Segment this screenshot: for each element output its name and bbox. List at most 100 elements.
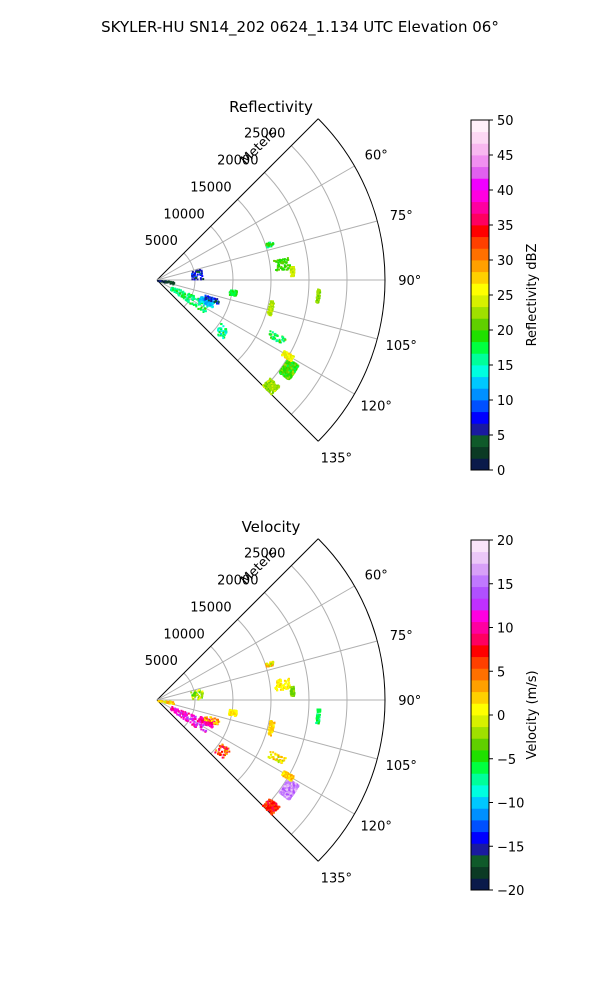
echo-gate bbox=[275, 385, 278, 388]
echo-gate bbox=[290, 374, 293, 376]
colorbar-segment bbox=[471, 586, 489, 599]
echo-gate bbox=[216, 722, 219, 725]
echo-gate bbox=[270, 722, 273, 725]
echo-gate bbox=[194, 272, 196, 275]
echo-gate bbox=[276, 335, 279, 337]
echo-gate bbox=[287, 787, 290, 789]
echo-gate bbox=[234, 294, 236, 297]
echo-gate bbox=[212, 719, 215, 722]
echo-gate bbox=[274, 806, 277, 809]
echo-gate bbox=[222, 331, 225, 334]
echo-gate bbox=[264, 383, 267, 386]
echo-gate bbox=[191, 274, 194, 277]
colorbar-segment bbox=[471, 540, 489, 553]
echo-gate bbox=[270, 300, 272, 303]
echo-gate bbox=[182, 297, 185, 300]
echo-gate bbox=[220, 323, 223, 326]
echo-gate bbox=[193, 277, 196, 280]
echo-gate bbox=[275, 269, 278, 271]
echo-gate bbox=[284, 790, 287, 793]
colorbar-segment bbox=[471, 680, 489, 693]
echo-gate bbox=[217, 752, 219, 755]
echo-gate bbox=[198, 273, 201, 276]
echo-gate bbox=[264, 384, 267, 387]
echo-gate bbox=[267, 807, 270, 810]
echo-gate bbox=[199, 716, 202, 718]
colorbar-segment bbox=[471, 645, 489, 658]
echo-gate bbox=[316, 301, 319, 303]
echo-gate bbox=[271, 309, 274, 312]
echo-gate bbox=[287, 259, 290, 261]
echo-gate bbox=[276, 681, 279, 684]
echo-gate bbox=[265, 244, 268, 247]
sector-outer-arc bbox=[317, 118, 386, 442]
echo-gate bbox=[271, 799, 274, 802]
echo-gate bbox=[191, 723, 194, 726]
echo-gate bbox=[272, 380, 275, 383]
echo-gate bbox=[288, 352, 291, 355]
echo-gate bbox=[291, 271, 294, 274]
echo-gate bbox=[276, 759, 279, 762]
echo-gate bbox=[290, 369, 293, 372]
echo-gate bbox=[234, 291, 237, 294]
echo-gate bbox=[317, 293, 319, 296]
radial-tick-label: 5000 bbox=[145, 654, 178, 669]
echo-gate bbox=[182, 292, 185, 295]
echo-gate bbox=[224, 754, 226, 757]
echo-gate bbox=[279, 755, 282, 758]
echo-gate bbox=[195, 305, 198, 308]
echo-cluster bbox=[267, 751, 287, 764]
echo-gate bbox=[201, 719, 204, 722]
echo-gate bbox=[277, 754, 280, 757]
echo-gate bbox=[291, 273, 294, 276]
echo-gate bbox=[292, 372, 295, 375]
echo-gate bbox=[276, 689, 279, 692]
echo-gate bbox=[278, 341, 281, 344]
echo-gate bbox=[184, 711, 187, 714]
echo-gate bbox=[316, 714, 319, 717]
echo-gate bbox=[317, 715, 320, 717]
radial-tick-label: 15000 bbox=[190, 600, 231, 615]
echo-cluster bbox=[289, 266, 296, 278]
figure-title: SKYLER-HU SN14_202 0624_1.134 UTC Elevat… bbox=[101, 18, 499, 37]
echo-gate bbox=[266, 380, 269, 383]
echo-gate bbox=[229, 709, 232, 712]
azimuth-tick-label: 90° bbox=[398, 274, 421, 289]
colorbar-segment bbox=[471, 376, 489, 389]
echo-gate bbox=[192, 693, 195, 696]
colorbar-segment bbox=[471, 120, 489, 133]
echo-gate bbox=[168, 280, 171, 283]
echo-gate bbox=[200, 272, 203, 275]
echo-gate bbox=[185, 299, 188, 302]
echo-gate bbox=[267, 755, 270, 758]
echo-gate bbox=[290, 376, 293, 378]
azimuth-gridline bbox=[156, 699, 378, 760]
colorbar-segment bbox=[471, 738, 489, 751]
echo-gate bbox=[209, 724, 212, 727]
echo-gate bbox=[222, 753, 225, 756]
echo-gate bbox=[210, 719, 213, 722]
echo-gate bbox=[292, 355, 295, 358]
echo-gate bbox=[216, 718, 219, 721]
echo-gate bbox=[289, 364, 292, 366]
echo-gate bbox=[177, 713, 180, 716]
echo-gate bbox=[279, 684, 281, 687]
echo-gate bbox=[194, 690, 197, 693]
echo-gate bbox=[286, 355, 289, 358]
echo-gate bbox=[204, 310, 207, 313]
echo-gate bbox=[157, 700, 160, 702]
echo-gate bbox=[212, 720, 215, 723]
echo-gate bbox=[319, 291, 322, 294]
echo-gate bbox=[169, 282, 172, 285]
echo-gate bbox=[217, 720, 220, 723]
echo-gate bbox=[269, 756, 272, 759]
echo-gate bbox=[276, 683, 279, 686]
echo-gate bbox=[200, 306, 203, 309]
echo-gate bbox=[270, 663, 272, 665]
echo-gate bbox=[285, 681, 288, 684]
echo-gate bbox=[205, 719, 208, 722]
echo-gate bbox=[276, 268, 279, 271]
echo-gate bbox=[278, 340, 281, 343]
echo-gate bbox=[196, 273, 199, 276]
echo-gate bbox=[207, 722, 210, 725]
